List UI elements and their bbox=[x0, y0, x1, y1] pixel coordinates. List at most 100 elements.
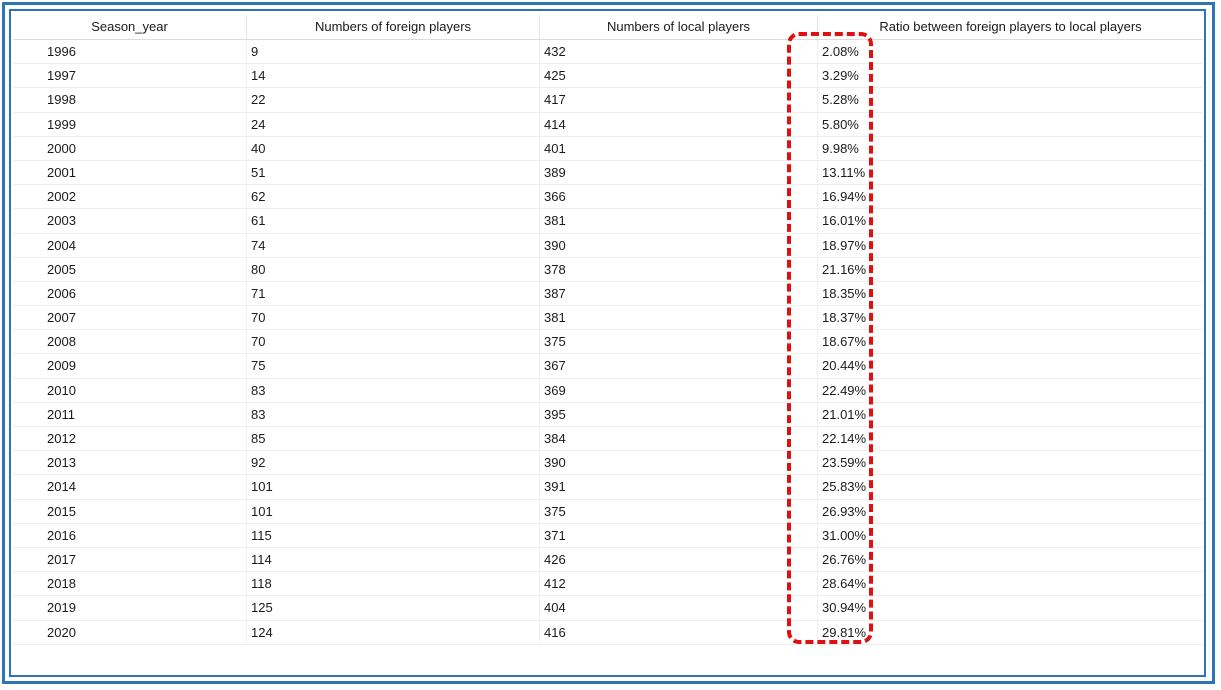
ratio-cell[interactable]: 18.35% bbox=[822, 285, 867, 301]
season-year-cell[interactable]: 1999 bbox=[13, 112, 247, 136]
local-players-cell[interactable]: 426 bbox=[540, 547, 818, 572]
column-header-ratio[interactable]: Ratio between foreign players to local p… bbox=[879, 19, 1142, 34]
ratio-cell[interactable]: 16.94% bbox=[822, 189, 867, 205]
local-players-cell[interactable]: 369 bbox=[540, 378, 818, 402]
local-players-cell[interactable]: 425 bbox=[540, 64, 818, 88]
foreign-players-cell[interactable]: 24 bbox=[247, 112, 540, 136]
season-year-cell[interactable]: 2018 bbox=[13, 572, 247, 596]
season-year-cell[interactable]: 2000 bbox=[13, 136, 247, 160]
table-row[interactable]: 2000 40 401 9.98% bbox=[13, 136, 1203, 161]
foreign-players-cell[interactable]: 92 bbox=[247, 451, 540, 475]
local-players-cell[interactable]: 390 bbox=[540, 233, 818, 257]
ratio-cell[interactable]: 16.01% bbox=[822, 213, 867, 229]
table-row[interactable]: 2015 101 375 26.93% bbox=[13, 499, 1203, 524]
column-header-foreign-players[interactable]: Numbers of foreign players bbox=[247, 15, 540, 39]
season-year-cell[interactable]: 2003 bbox=[13, 209, 247, 233]
ratio-cell[interactable]: 29.81% bbox=[822, 624, 867, 640]
table-row[interactable]: 2011 83 395 21.01% bbox=[13, 402, 1203, 427]
table-row[interactable]: 2013 92 390 23.59% bbox=[13, 451, 1203, 476]
foreign-players-cell[interactable]: 83 bbox=[247, 402, 540, 426]
foreign-players-cell[interactable]: 114 bbox=[247, 547, 540, 572]
season-year-cell[interactable]: 1997 bbox=[13, 64, 247, 88]
table-row[interactable]: 2003 61 381 16.01% bbox=[13, 209, 1203, 234]
ratio-cell[interactable]: 18.97% bbox=[822, 237, 867, 253]
table-row[interactable]: 2008 70 375 18.67% bbox=[13, 330, 1203, 355]
ratio-cell[interactable]: 5.80% bbox=[822, 116, 859, 132]
ratio-cell[interactable]: 18.37% bbox=[822, 310, 867, 326]
column-header-season-year[interactable]: Season_year bbox=[13, 15, 247, 39]
foreign-players-cell[interactable]: 14 bbox=[247, 64, 540, 88]
local-players-cell[interactable]: 414 bbox=[540, 112, 818, 136]
local-players-cell[interactable]: 387 bbox=[540, 281, 818, 306]
foreign-players-cell[interactable]: 83 bbox=[247, 378, 540, 402]
ratio-cell[interactable]: 30.94% bbox=[822, 600, 867, 616]
ratio-cell[interactable]: 9.98% bbox=[822, 140, 859, 156]
season-year-cell[interactable]: 2011 bbox=[13, 402, 247, 426]
season-year-cell[interactable]: 2007 bbox=[13, 306, 247, 330]
foreign-players-cell[interactable]: 101 bbox=[247, 499, 540, 523]
foreign-players-cell[interactable]: 118 bbox=[247, 572, 540, 596]
table-row[interactable]: 2010 83 369 22.49% bbox=[13, 378, 1203, 403]
local-players-cell[interactable]: 432 bbox=[540, 40, 818, 64]
season-year-cell[interactable]: 2001 bbox=[13, 160, 247, 185]
ratio-cell[interactable]: 3.29% bbox=[822, 68, 859, 84]
table-row[interactable]: 1997 14 425 3.29% bbox=[13, 64, 1203, 89]
local-players-cell[interactable]: 404 bbox=[540, 596, 818, 620]
foreign-players-cell[interactable]: 22 bbox=[247, 88, 540, 112]
table-row[interactable]: 1999 24 414 5.80% bbox=[13, 112, 1203, 137]
foreign-players-cell[interactable]: 61 bbox=[247, 209, 540, 233]
foreign-players-cell[interactable]: 51 bbox=[247, 160, 540, 185]
local-players-cell[interactable]: 371 bbox=[540, 523, 818, 547]
foreign-players-cell[interactable]: 71 bbox=[247, 281, 540, 306]
season-year-cell[interactable]: 2013 bbox=[13, 451, 247, 475]
foreign-players-cell[interactable]: 124 bbox=[247, 620, 540, 644]
local-players-cell[interactable]: 391 bbox=[540, 475, 818, 499]
season-year-cell[interactable]: 2009 bbox=[13, 354, 247, 378]
season-year-cell[interactable]: 2005 bbox=[13, 257, 247, 281]
local-players-cell[interactable]: 375 bbox=[540, 330, 818, 354]
local-players-cell[interactable]: 375 bbox=[540, 499, 818, 523]
ratio-cell[interactable]: 2.08% bbox=[822, 44, 859, 59]
foreign-players-cell[interactable]: 70 bbox=[247, 330, 540, 354]
ratio-cell[interactable]: 25.83% bbox=[822, 479, 867, 495]
local-players-cell[interactable]: 417 bbox=[540, 88, 818, 112]
season-year-cell[interactable]: 2016 bbox=[13, 523, 247, 547]
foreign-players-cell[interactable]: 125 bbox=[247, 596, 540, 620]
column-header-local-players[interactable]: Numbers of local players bbox=[540, 15, 818, 39]
foreign-players-cell[interactable]: 62 bbox=[247, 185, 540, 209]
foreign-players-cell[interactable]: 9 bbox=[247, 40, 540, 64]
ratio-cell[interactable]: 26.76% bbox=[822, 551, 867, 567]
season-year-cell[interactable]: 2014 bbox=[13, 475, 247, 499]
local-players-cell[interactable]: 381 bbox=[540, 209, 818, 233]
foreign-players-cell[interactable]: 101 bbox=[247, 475, 540, 499]
local-players-cell[interactable]: 416 bbox=[540, 620, 818, 644]
foreign-players-cell[interactable]: 85 bbox=[247, 427, 540, 451]
season-year-cell[interactable]: 1998 bbox=[13, 88, 247, 112]
table-row[interactable]: 2006 71 387 18.35% bbox=[13, 281, 1203, 307]
foreign-players-cell[interactable]: 80 bbox=[247, 257, 540, 281]
season-year-cell[interactable]: 2004 bbox=[13, 233, 247, 257]
local-players-cell[interactable]: 412 bbox=[540, 572, 818, 596]
table-row[interactable]: 1996 9 432 2.08% bbox=[13, 40, 1203, 65]
season-year-cell[interactable]: 2012 bbox=[13, 427, 247, 451]
ratio-cell[interactable]: 22.14% bbox=[822, 431, 867, 446]
ratio-cell[interactable]: 23.59% bbox=[822, 455, 867, 471]
table-row[interactable]: 2014 101 391 25.83% bbox=[13, 475, 1203, 500]
table-row[interactable]: 2002 62 366 16.94% bbox=[13, 185, 1203, 210]
season-year-cell[interactable]: 1996 bbox=[13, 40, 247, 64]
local-players-cell[interactable]: 395 bbox=[540, 402, 818, 426]
local-players-cell[interactable]: 389 bbox=[540, 160, 818, 185]
foreign-players-cell[interactable]: 74 bbox=[247, 233, 540, 257]
table-row[interactable]: 2018 118 412 28.64% bbox=[13, 572, 1203, 597]
season-year-cell[interactable]: 2006 bbox=[13, 281, 247, 306]
ratio-cell[interactable]: 28.64% bbox=[822, 576, 867, 592]
ratio-cell[interactable]: 21.01% bbox=[822, 406, 867, 422]
local-players-cell[interactable]: 367 bbox=[540, 354, 818, 378]
local-players-cell[interactable]: 381 bbox=[540, 306, 818, 330]
local-players-cell[interactable]: 401 bbox=[540, 136, 818, 160]
season-year-cell[interactable]: 2002 bbox=[13, 185, 247, 209]
foreign-players-cell[interactable]: 70 bbox=[247, 306, 540, 330]
ratio-cell[interactable]: 13.11% bbox=[822, 164, 866, 180]
ratio-cell[interactable]: 21.16% bbox=[822, 261, 867, 277]
table-row[interactable]: 2009 75 367 20.44% bbox=[13, 354, 1203, 379]
